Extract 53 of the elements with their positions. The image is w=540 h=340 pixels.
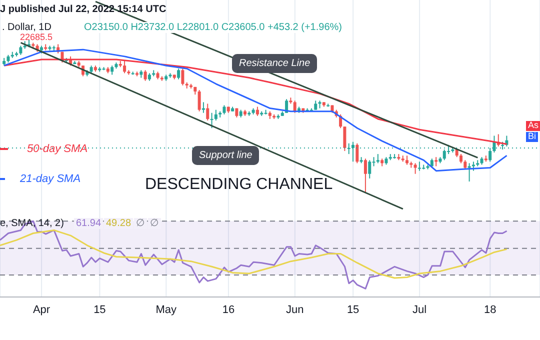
candlestick bbox=[198, 89, 201, 112]
candlestick bbox=[460, 154, 462, 164]
candlestick bbox=[472, 161, 475, 172]
candlestick bbox=[430, 158, 434, 168]
candlestick bbox=[222, 104, 226, 115]
candlestick bbox=[364, 158, 367, 193]
candlestick bbox=[464, 160, 467, 170]
x-tick-label: 15 bbox=[94, 304, 106, 316]
candlestick bbox=[181, 68, 184, 86]
candlestick bbox=[356, 142, 359, 164]
candlestick bbox=[376, 154, 380, 164]
candlestick bbox=[206, 103, 210, 121]
candlestick bbox=[202, 102, 205, 114]
annotation: 61.94 bbox=[74, 218, 104, 229]
x-tick-label: Jul bbox=[412, 304, 427, 316]
chart-title: . Dollar, 1D bbox=[2, 22, 52, 33]
candlestick bbox=[19, 45, 22, 56]
annotation: 49.28 bbox=[104, 218, 134, 229]
candlestick bbox=[177, 68, 180, 80]
legend-label: 50-day SMA bbox=[27, 143, 88, 155]
x-tick-label: 18 bbox=[484, 304, 496, 316]
annotation: Resistance Line bbox=[232, 54, 318, 73]
candlestick bbox=[468, 162, 471, 182]
x-tick-label: Jun bbox=[286, 304, 304, 316]
candlestick bbox=[256, 106, 259, 116]
legend-label: 21-day SMA bbox=[20, 173, 81, 185]
annotation: ∅ bbox=[148, 218, 161, 229]
candlestick bbox=[144, 70, 147, 82]
candlestick bbox=[110, 65, 114, 76]
candlestick bbox=[343, 126, 346, 152]
x-tick-label: May bbox=[156, 304, 178, 316]
annotation: Support line bbox=[192, 146, 260, 165]
candlestick bbox=[293, 100, 296, 114]
annotation: 22685.5 bbox=[20, 32, 53, 43]
chart-title: e, SMA, 14, 2) bbox=[0, 218, 64, 229]
candlestick bbox=[210, 112, 214, 129]
text: J published Jul 22, 2022 15:14 UTC bbox=[0, 4, 166, 15]
candlestick bbox=[434, 156, 438, 167]
annotation: ∅ bbox=[134, 218, 147, 229]
chart-subtitle: O23150.0 H23732.0 L22801.0 C23605.0 +453.2 (+1.96%) bbox=[84, 22, 342, 33]
candlestick bbox=[406, 155, 408, 166]
annotation: Bi bbox=[526, 131, 538, 142]
annotation: As bbox=[526, 120, 540, 131]
candlestick bbox=[368, 160, 372, 179]
annotation: DESCENDING CHANNEL bbox=[145, 176, 333, 194]
candlestick bbox=[314, 100, 318, 110]
x-tick-label: 16 bbox=[222, 304, 235, 316]
candlestick bbox=[123, 60, 126, 74]
candlestick bbox=[414, 162, 417, 174]
x-tick-label: Apr bbox=[32, 304, 50, 316]
candlestick bbox=[418, 161, 421, 172]
x-tick-label: 15 bbox=[346, 304, 360, 316]
candlestick bbox=[214, 109, 218, 121]
